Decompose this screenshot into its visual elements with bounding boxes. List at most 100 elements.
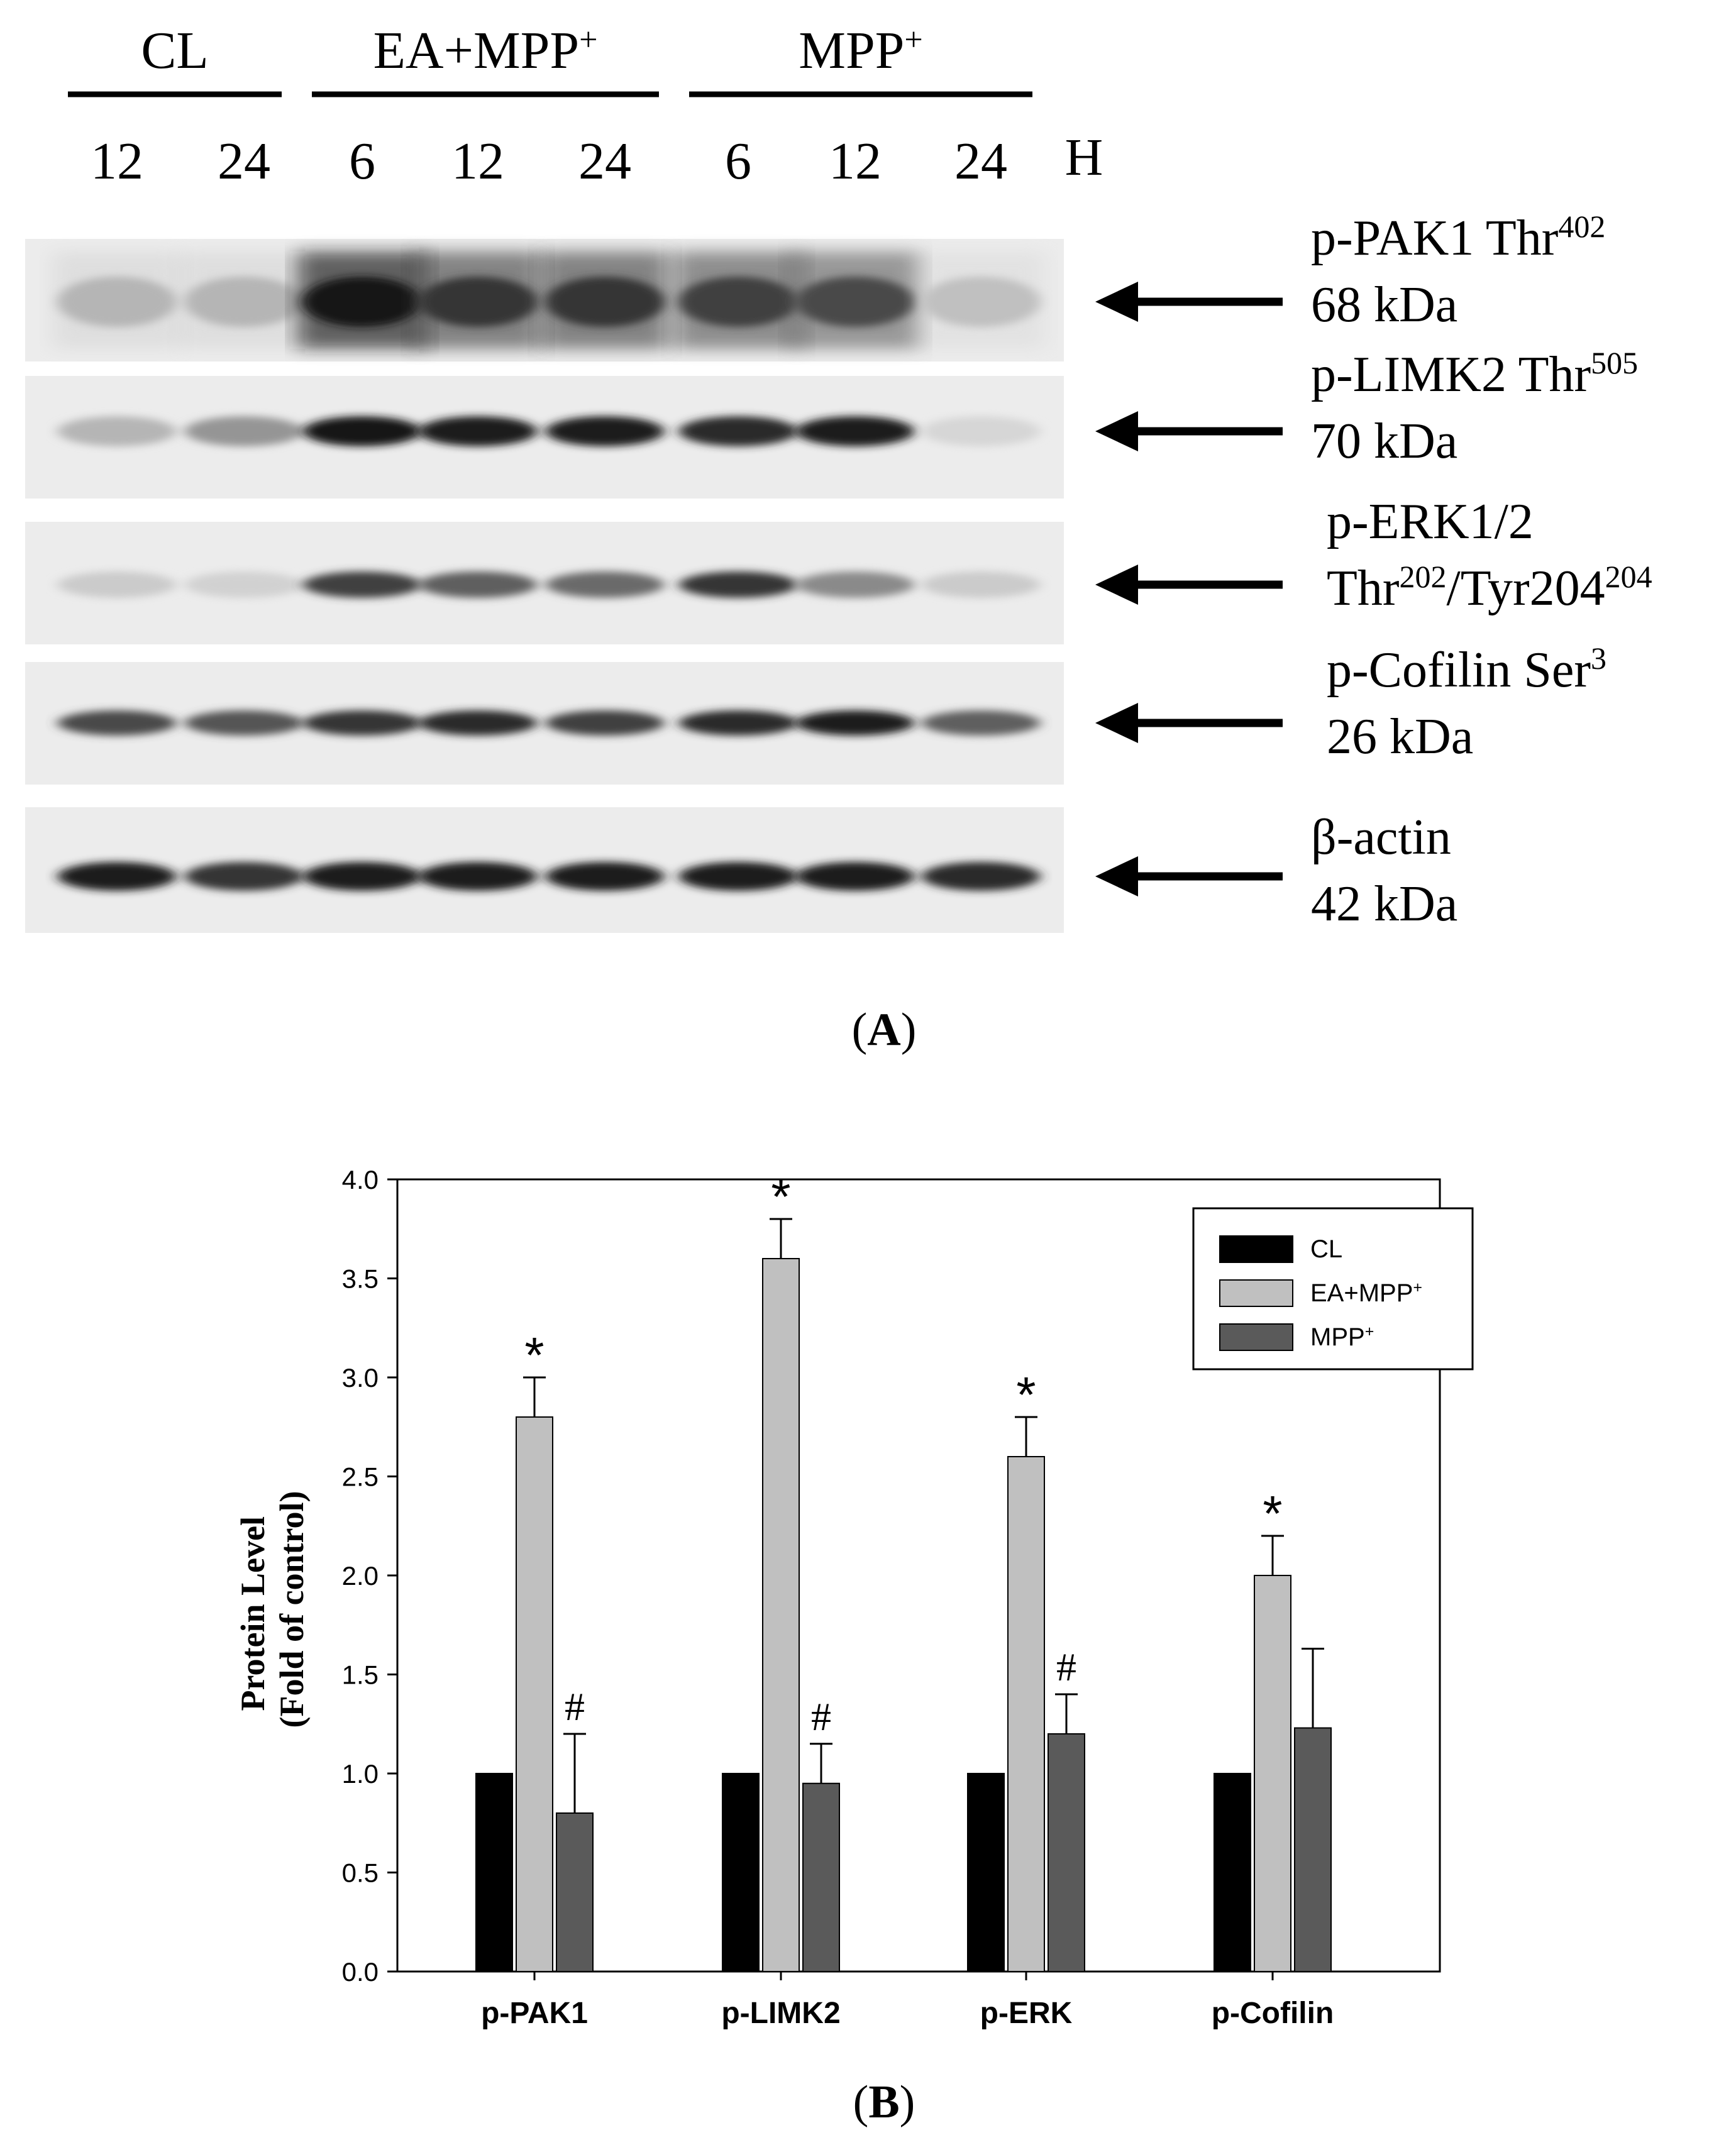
band-lane-2 [302,571,422,598]
time-label-2: 6 [349,132,375,190]
band-lane-3 [418,277,538,327]
band-lane-4 [545,862,665,891]
band-lane-4 [545,277,665,327]
blot-strip-2 [25,522,1064,644]
band-lane-4 [545,710,665,736]
panel-b-label: (B) [853,2077,915,2128]
x-category-label-1: p-LIMK2 [721,1997,840,2030]
band-lane-1 [184,416,304,446]
bar-2-0 [556,1812,594,1972]
band-lane-7 [921,710,1041,736]
blot-strip-4 [25,807,1064,933]
blot-strip-1 [25,376,1064,499]
group-label-1: EA+MPP+ [373,21,598,80]
band-lane-5 [678,862,798,891]
group-label-0: CL [141,21,208,80]
legend-entry-0: CL [1310,1235,1342,1263]
band-lane-0 [57,277,177,327]
legend-entry-1: EA+MPP+ [1310,1279,1422,1307]
bar-1-1 [762,1258,800,1972]
band-lane-7 [921,416,1041,446]
group-label-2: MPP+ [799,21,922,80]
band-lane-6 [795,862,915,891]
blot-label-line2-3: 26 kDa [1327,709,1473,764]
chart-legend: CL EA+MPP+ MPP+ [1192,1207,1474,1371]
blot-label-line2-2: Thr202/Tyr204204 [1327,559,1652,616]
band-lane-1 [184,277,304,327]
time-label-6: 12 [829,132,882,190]
bar-2-2 [1048,1733,1085,1972]
y-tick-label-8: 4.0 [342,1165,379,1194]
panel-a-western-blot: CL EA+MPP+ MPP+ 12 24 6 12 24 6 12 24 H p-PAK1 Thr… [25,21,1652,1056]
legend-swatch-1 [1219,1279,1293,1307]
band-lane-3 [418,862,538,891]
bar-1-3 [1254,1575,1291,1972]
bar-1-0 [516,1416,553,1972]
band-lane-6 [795,277,915,327]
time-label-5: 6 [725,132,751,190]
band-lane-6 [795,571,915,598]
band-lane-3 [418,416,538,446]
time-label-3: 12 [451,132,504,190]
bar-0-2 [967,1773,1005,1972]
band-lane-2 [302,277,422,327]
panel-a-label: (A) [852,1004,917,1056]
y-tick-label-7: 3.5 [342,1264,379,1294]
time-label-7: 24 [954,132,1007,190]
band-lane-0 [57,862,177,891]
band-lane-1 [184,571,304,598]
y-tick-label-5: 2.5 [342,1462,379,1492]
band-lane-2 [302,710,422,736]
time-point-labels: 12 24 6 12 24 6 12 24 H [91,128,1103,190]
x-category-label-3: p-Cofilin [1212,1997,1334,2030]
significance-mark-1-0: * [524,1327,544,1383]
band-lane-5 [678,571,798,598]
arrow-head-icon-4 [1095,856,1138,896]
x-category-label-0: p-PAK1 [481,1997,588,2030]
band-lane-7 [921,862,1041,891]
blot-label-line2-0: 68 kDa [1311,277,1457,333]
blot-label-line2-1: 70 kDa [1311,414,1457,469]
band-lane-7 [921,277,1041,327]
band-lane-7 [921,571,1041,598]
y-tick-label-4: 2.0 [342,1561,379,1591]
bar-0-3 [1214,1773,1251,1972]
time-label-1: 24 [218,132,270,190]
legend-swatch-2 [1219,1323,1293,1351]
bar-0-1 [722,1773,760,1972]
blot-label-line1-4: β-actin [1311,810,1451,865]
chart-bars: * * * * # # # [475,1169,1332,1973]
band-lane-0 [57,416,177,446]
band-lane-0 [57,710,177,736]
arrow-head-icon-3 [1095,703,1138,743]
band-lane-1 [184,710,304,736]
bar-2-3 [1294,1727,1332,1973]
panel-b-bar-chart: 0.0 0.5 1.0 1.5 2.0 2.5 3.0 3.5 4.0 p-PAK1 p-LIMK2… [234,1165,1474,2128]
legend-swatch-0 [1219,1235,1293,1263]
arrow-head-icon-0 [1095,282,1138,322]
band-lane-6 [795,416,915,446]
band-lane-2 [302,862,422,891]
significance-mark-1-3: * [1263,1486,1282,1542]
chart-axes: 0.0 0.5 1.0 1.5 2.0 2.5 3.0 3.5 4.0 p-PAK1 p-LIMK2… [342,1165,1441,2030]
legend-entry-2: MPP+ [1310,1323,1374,1351]
blot-strip-3 [25,662,1064,785]
band-lane-2 [302,416,422,446]
y-tick-label-0: 0.0 [342,1957,379,1987]
significance-mark-2-2: # [1056,1645,1076,1689]
significance-mark-2-0: # [565,1684,585,1729]
group-headers: CL EA+MPP+ MPP+ [68,21,1032,97]
y-axis-label: Protein Level (Fold of control) [234,1491,311,1728]
band-lane-5 [678,710,798,736]
blot-labels: p-PAK1 Thr402 68 kDa p-LIMK2 Thr505 70 kDa p… [1095,209,1652,932]
significance-mark-1-2: * [1016,1367,1036,1423]
blot-label-line1-0: p-PAK1 Thr402 [1311,209,1605,266]
bar-1-2 [1007,1456,1045,1972]
blot-strip-0 [25,239,1064,361]
y-tick-label-6: 3.0 [342,1363,379,1393]
y-tick-label-1: 0.5 [342,1858,379,1888]
blot-label-line1-2: p-ERK1/2 [1327,494,1534,549]
y-tick-label-2: 1.0 [342,1759,379,1789]
band-lane-3 [418,710,538,736]
